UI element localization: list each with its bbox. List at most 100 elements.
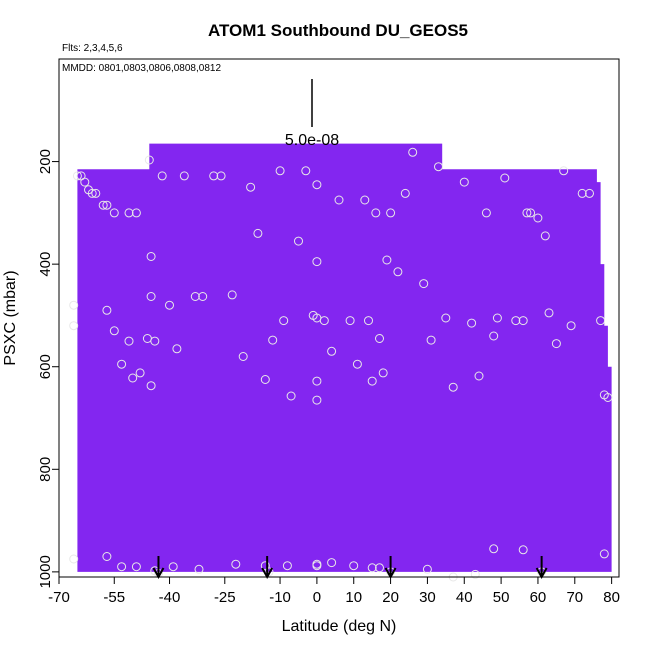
x-tick-label: 20: [382, 589, 399, 606]
data-point: [371, 208, 381, 218]
x-tick-label: 60: [530, 589, 547, 606]
data-point: [327, 558, 337, 568]
data-point: [144, 155, 154, 165]
data-point: [511, 316, 521, 326]
data-point: [286, 391, 296, 401]
data-point: [334, 195, 344, 205]
x-tick-label: -40: [159, 589, 181, 606]
data-point: [467, 318, 477, 328]
data-point: [540, 231, 550, 241]
data-point: [518, 316, 528, 326]
data-point: [80, 177, 90, 187]
y-axis: 200 400 600 800 1000: [37, 149, 59, 589]
x-tick-label: 0: [313, 589, 321, 606]
data-point: [124, 208, 134, 218]
data-point: [375, 334, 384, 343]
data-point: [146, 381, 156, 391]
data-point: [117, 562, 127, 572]
y-tick-label: 1000: [37, 555, 54, 588]
data-point: [260, 375, 270, 384]
data-point: [246, 182, 256, 192]
data-point: [294, 236, 303, 246]
data-point: [69, 300, 79, 310]
data-point: [109, 208, 119, 218]
data-point: [165, 300, 174, 310]
data-point: [544, 308, 554, 318]
data-point: [194, 564, 204, 574]
data-point: [577, 188, 587, 198]
data-point: [400, 188, 410, 198]
chart-title: ATOM1 Southbound DU_GEOS5: [208, 21, 468, 40]
data-point: [551, 339, 561, 349]
y-tick-label: 600: [37, 354, 54, 379]
data-point: [87, 188, 97, 198]
data-point: [470, 569, 480, 579]
data-point: [533, 213, 543, 223]
x-tick-label: 50: [493, 589, 510, 606]
data-point: [124, 336, 134, 346]
x-tick-label: 80: [603, 589, 620, 606]
data-point: [142, 334, 152, 343]
data-point: [238, 352, 248, 361]
x-tick-label: 10: [345, 589, 362, 606]
data-point: [190, 292, 200, 301]
data-point: [168, 562, 178, 572]
y-axis-label: PSXC (mbar): [2, 270, 19, 365]
data-point: [393, 267, 403, 277]
data-point: [102, 552, 112, 561]
data-point: [419, 279, 429, 289]
data-point: [146, 292, 156, 301]
data-point: [131, 562, 141, 572]
data-point: [448, 382, 458, 392]
data-point: [172, 344, 182, 354]
data-point: [345, 316, 355, 326]
data-point: [327, 346, 337, 356]
data-point: [146, 252, 156, 261]
data-point: [69, 321, 79, 331]
plot-border: [58, 58, 620, 578]
data-point: [596, 316, 606, 326]
plot-area: [58, 58, 620, 582]
data-point: [312, 376, 322, 386]
data-point: [135, 368, 145, 378]
x-tick-label: -70: [48, 589, 70, 606]
data-point: [216, 171, 226, 181]
data-point: [367, 563, 377, 573]
data-point: [518, 545, 528, 555]
data-curtain: [77, 143, 612, 572]
data-point: [282, 561, 292, 571]
data-point: [91, 188, 101, 198]
data-point: [253, 228, 263, 238]
scale-label: 5.0e-08: [285, 132, 339, 149]
data-point: [378, 368, 388, 378]
data-point: [102, 200, 112, 210]
data-point: [426, 335, 436, 345]
data-point: [459, 177, 469, 187]
data-point: [312, 257, 322, 267]
data-point: [489, 544, 499, 554]
data-point: [382, 255, 392, 265]
x-tick-label: 70: [566, 589, 583, 606]
data-point: [364, 316, 373, 326]
data-point: [349, 561, 359, 571]
x-tick-label: -55: [103, 589, 125, 606]
data-point: [102, 305, 112, 315]
data-point: [367, 376, 377, 386]
data-point: [227, 290, 237, 300]
data-point: [585, 188, 594, 198]
data-point: [603, 393, 613, 402]
x-tick-label: -25: [214, 589, 236, 606]
y-tick-label: 400: [37, 252, 54, 277]
data-point: [352, 359, 362, 369]
x-axis: -70 -55 -40 -25 -10 0 10 20 30 40 50 60 70 80: [48, 577, 620, 606]
x-axis-label: Latitude (deg N): [282, 618, 397, 635]
data-point: [559, 166, 569, 176]
data-point: [275, 166, 285, 176]
data-point: [566, 321, 576, 331]
data-point: [492, 313, 502, 323]
data-point: [231, 559, 241, 569]
data-point: [117, 359, 127, 369]
data-point: [474, 371, 484, 381]
data-point: [599, 549, 609, 559]
